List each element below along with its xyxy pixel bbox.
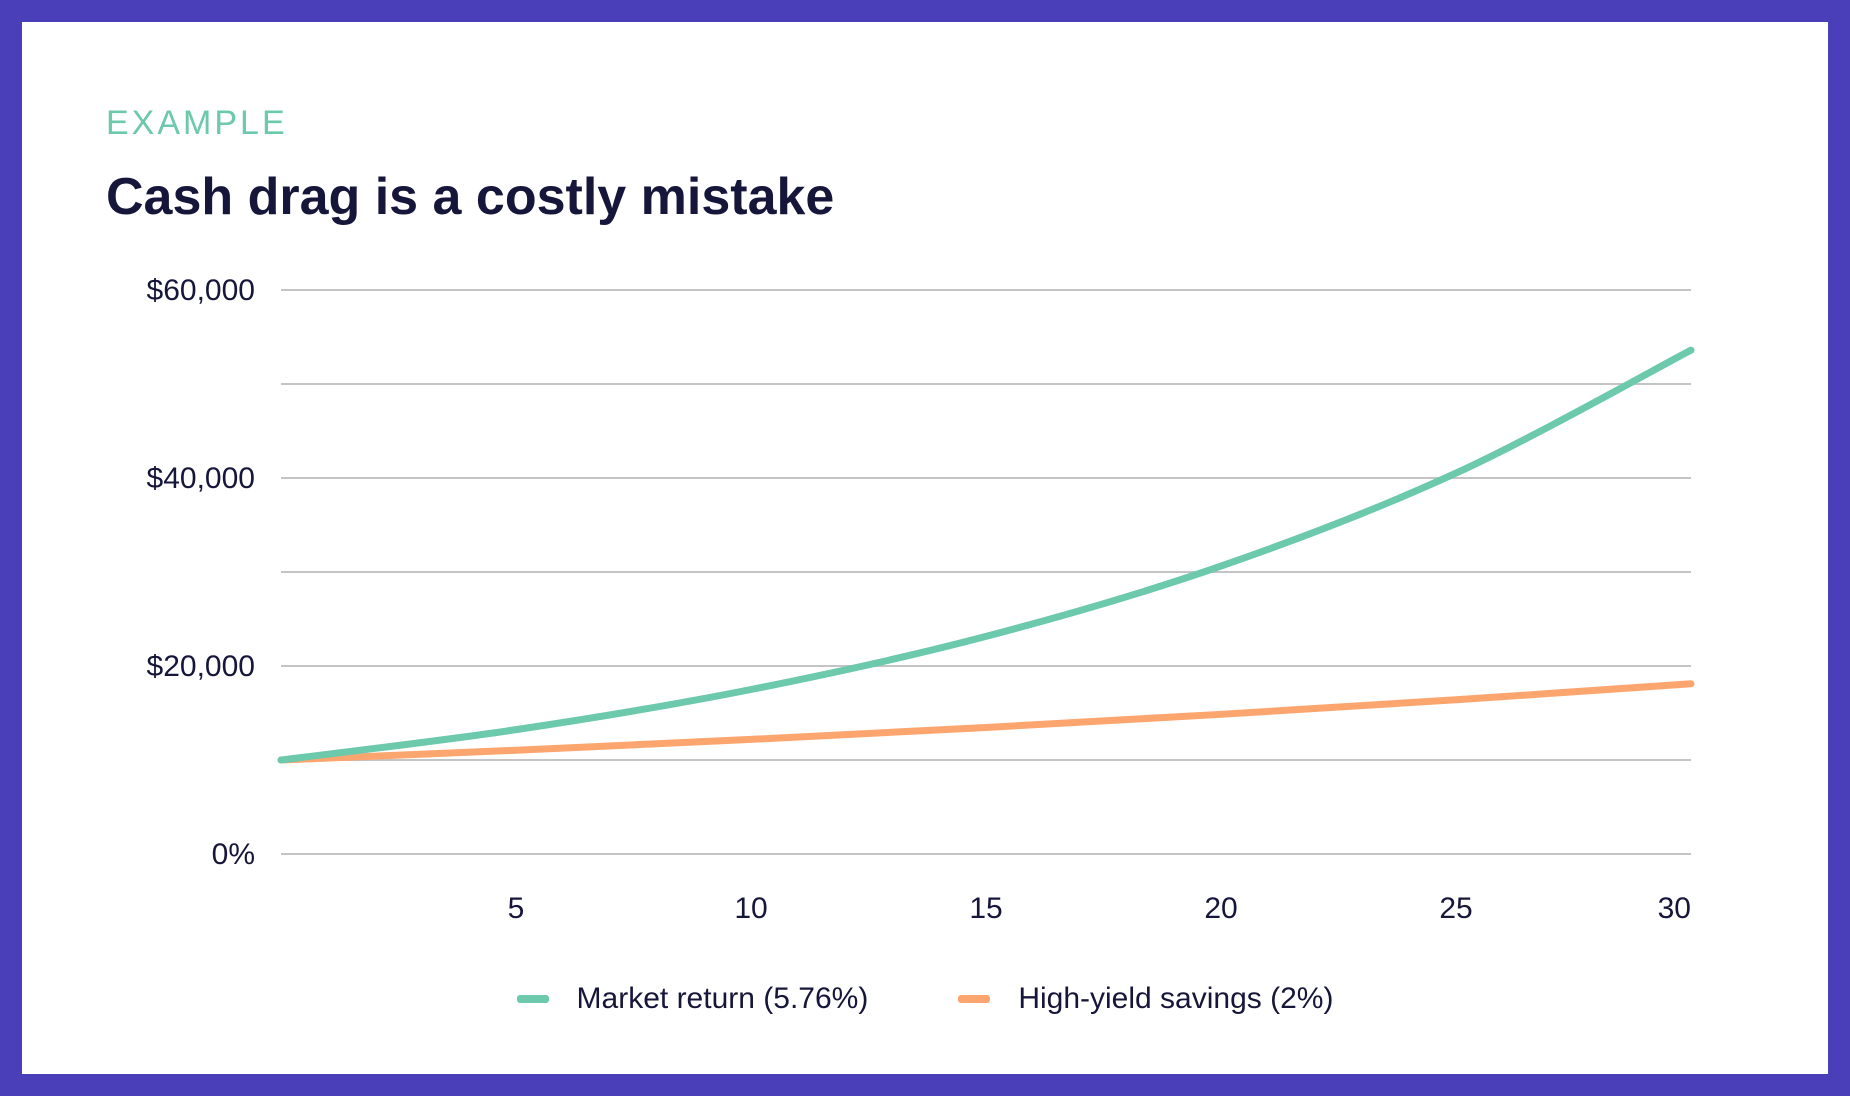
gridlines bbox=[281, 289, 1691, 855]
legend: Market return (5.76%) High-yield savings… bbox=[22, 982, 1828, 1016]
eyebrow-label: EXAMPLE bbox=[106, 104, 288, 142]
chart-card: EXAMPLE Cash drag is a costly mistake $6… bbox=[22, 22, 1828, 1074]
y-tick-label: $20,000 bbox=[147, 650, 255, 683]
y-axis-ticks: $60,000 $40,000 $20,000 0% bbox=[147, 274, 255, 871]
legend-item-savings: High-yield savings (2%) bbox=[958, 982, 1333, 1016]
x-axis-ticks: 5 10 15 20 25 30 bbox=[508, 892, 1691, 925]
y-tick-label: $60,000 bbox=[147, 274, 255, 307]
x-tick-label: 30 bbox=[1658, 892, 1691, 925]
x-tick-label: 20 bbox=[1204, 892, 1237, 925]
chart-title: Cash drag is a costly mistake bbox=[106, 168, 835, 226]
legend-item-market: Market return (5.76%) bbox=[516, 982, 869, 1016]
legend-swatch-market bbox=[516, 995, 549, 1003]
y-tick-label: 0% bbox=[212, 838, 255, 871]
legend-label-savings: High-yield savings (2%) bbox=[1018, 982, 1334, 1015]
x-tick-label: 25 bbox=[1439, 892, 1472, 925]
series-line-market bbox=[277, 346, 1695, 764]
series-lines bbox=[277, 346, 1695, 764]
legend-label-market: Market return (5.76%) bbox=[576, 982, 869, 1015]
y-tick-label: $40,000 bbox=[147, 462, 255, 495]
x-tick-label: 5 bbox=[508, 892, 525, 925]
line-chart: $60,000 $40,000 $20,000 0% 5 10 15 20 25 30 bbox=[147, 274, 1695, 925]
x-tick-label: 10 bbox=[734, 892, 767, 925]
legend-swatch-savings bbox=[958, 995, 991, 1003]
series-line-savings bbox=[277, 680, 1695, 764]
x-tick-label: 15 bbox=[969, 892, 1002, 925]
